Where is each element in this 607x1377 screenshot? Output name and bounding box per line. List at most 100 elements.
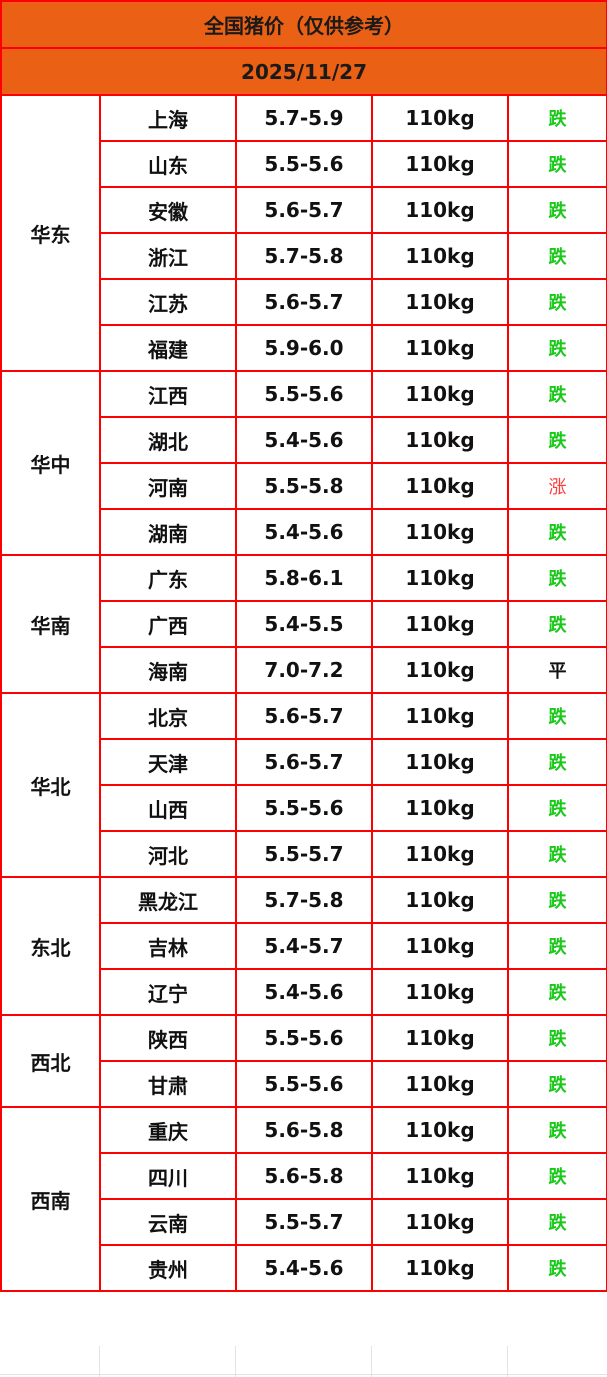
trend-cell: 跌 (506, 324, 607, 372)
price-cell: 5.4-5.6 (235, 508, 373, 556)
weight-cell: 110kg (371, 462, 509, 510)
table-row: 华北 北京 5.6-5.7 110kg 跌 (0, 692, 607, 878)
table-row: 广西 5.4-5.5 110kg 跌 (1, 600, 607, 648)
weight-cell: 110kg (371, 600, 509, 648)
price-cell: 5.7-5.9 (235, 94, 373, 142)
province-cell: 吉林 (99, 922, 237, 970)
trend-cell: 平 (506, 646, 607, 694)
province-cell: 陕西 (99, 1014, 237, 1062)
table-row: 华东 上海 5.7-5.9 110kg 跌 (0, 94, 607, 372)
region-cell: 西北 (0, 1014, 101, 1108)
table-title: 全国猪价（仅供参考） (0, 0, 607, 49)
province-cell: 安徽 (99, 186, 237, 234)
province-cell: 甘肃 (99, 1060, 237, 1108)
province-cell: 广东 (99, 554, 237, 602)
table-row: 湖南 5.4-5.6 110kg 跌 (1, 508, 607, 556)
table-row: 辽宁 5.4-5.6 110kg 跌 (1, 968, 607, 1016)
province-cell: 云南 (99, 1198, 237, 1246)
trend-cell: 跌 (506, 968, 607, 1016)
price-cell: 5.4-5.7 (235, 922, 373, 970)
price-cell: 5.6-5.8 (235, 1152, 373, 1200)
weight-cell: 110kg (371, 324, 509, 372)
trend-cell: 跌 (506, 416, 607, 464)
price-cell: 5.4-5.5 (235, 600, 373, 648)
table-row: 福建 5.9-6.0 110kg 跌 (1, 324, 607, 372)
province-cell: 黑龙江 (99, 876, 237, 924)
trend-cell: 跌 (506, 554, 607, 602)
table-date: 2025/11/27 (0, 47, 607, 96)
weight-cell: 110kg (371, 1244, 509, 1292)
region-cell: 华东 (0, 94, 101, 372)
table-row: 吉林 5.4-5.7 110kg 跌 (1, 922, 607, 970)
province-cell: 湖南 (99, 508, 237, 556)
price-cell: 5.9-6.0 (235, 324, 373, 372)
price-cell: 5.5-5.6 (235, 784, 373, 832)
weight-cell: 110kg (371, 1152, 509, 1200)
province-cell: 山西 (99, 784, 237, 832)
price-cell: 7.0-7.2 (235, 646, 373, 694)
trend-cell: 跌 (506, 1060, 607, 1108)
price-cell: 5.6-5.7 (235, 692, 373, 740)
price-cell: 5.5-5.6 (235, 370, 373, 418)
table-row: 安徽 5.6-5.7 110kg 跌 (1, 186, 607, 234)
trend-cell: 跌 (506, 508, 607, 556)
weight-cell: 110kg (371, 186, 509, 234)
weight-cell: 110kg (371, 784, 509, 832)
region-cell: 东北 (0, 876, 101, 1016)
weight-cell: 110kg (371, 508, 509, 556)
table-row: 四川 5.6-5.8 110kg 跌 (1, 1152, 607, 1200)
trend-cell: 跌 (506, 1152, 607, 1200)
province-cell: 上海 (99, 94, 237, 142)
pig-price-table: 全国猪价（仅供参考） 2025/11/27 华东 上海 5.7-5.9 110kg 跌山… (0, 0, 607, 1292)
price-cell: 5.5-5.8 (235, 462, 373, 510)
trend-cell: 跌 (506, 94, 607, 142)
table-row: 山西 5.5-5.6 110kg 跌 (1, 784, 607, 832)
trend-cell: 跌 (506, 1106, 607, 1154)
province-cell: 山东 (99, 140, 237, 188)
trend-cell: 跌 (506, 232, 607, 280)
weight-cell: 110kg (371, 370, 509, 418)
region-cell: 西南 (0, 1106, 101, 1292)
price-cell: 5.8-6.1 (235, 554, 373, 602)
weight-cell: 110kg (371, 922, 509, 970)
price-cell: 5.7-5.8 (235, 232, 373, 280)
weight-cell: 110kg (371, 554, 509, 602)
price-cell: 5.4-5.6 (235, 968, 373, 1016)
weight-cell: 110kg (371, 278, 509, 326)
table-row: 湖北 5.4-5.6 110kg 跌 (1, 416, 607, 464)
price-cell: 5.4-5.6 (235, 416, 373, 464)
price-cell: 5.6-5.7 (235, 186, 373, 234)
table-row: 河北 5.5-5.7 110kg 跌 (1, 830, 607, 878)
table-row: 甘肃 5.5-5.6 110kg 跌 (1, 1060, 607, 1108)
trend-cell: 跌 (506, 1244, 607, 1292)
weight-cell: 110kg (371, 140, 509, 188)
province-cell: 重庆 (99, 1106, 237, 1154)
province-cell: 广西 (99, 600, 237, 648)
table-row: 西南 重庆 5.6-5.8 110kg 跌 (0, 1106, 607, 1292)
trend-cell: 跌 (506, 140, 607, 188)
trend-cell: 跌 (506, 1198, 607, 1246)
weight-cell: 110kg (371, 1106, 509, 1154)
table-row: 河南 5.5-5.8 110kg 涨 (1, 462, 607, 510)
weight-cell: 110kg (371, 1198, 509, 1246)
trend-cell: 跌 (506, 692, 607, 740)
weight-cell: 110kg (371, 692, 509, 740)
weight-cell: 110kg (371, 94, 509, 142)
price-cell: 5.5-5.6 (235, 140, 373, 188)
province-cell: 贵州 (99, 1244, 237, 1292)
province-cell: 辽宁 (99, 968, 237, 1016)
province-cell: 江苏 (99, 278, 237, 326)
province-cell: 河南 (99, 462, 237, 510)
table-row: 云南 5.5-5.7 110kg 跌 (1, 1198, 607, 1246)
price-cell: 5.5-5.7 (235, 830, 373, 878)
province-cell: 海南 (99, 646, 237, 694)
price-cell: 5.7-5.8 (235, 876, 373, 924)
empty-grid (0, 1346, 607, 1377)
province-cell: 江西 (99, 370, 237, 418)
trend-cell: 跌 (506, 600, 607, 648)
trend-cell: 跌 (506, 1014, 607, 1062)
trend-cell: 涨 (506, 462, 607, 510)
province-cell: 天津 (99, 738, 237, 786)
trend-cell: 跌 (506, 738, 607, 786)
trend-cell: 跌 (506, 922, 607, 970)
